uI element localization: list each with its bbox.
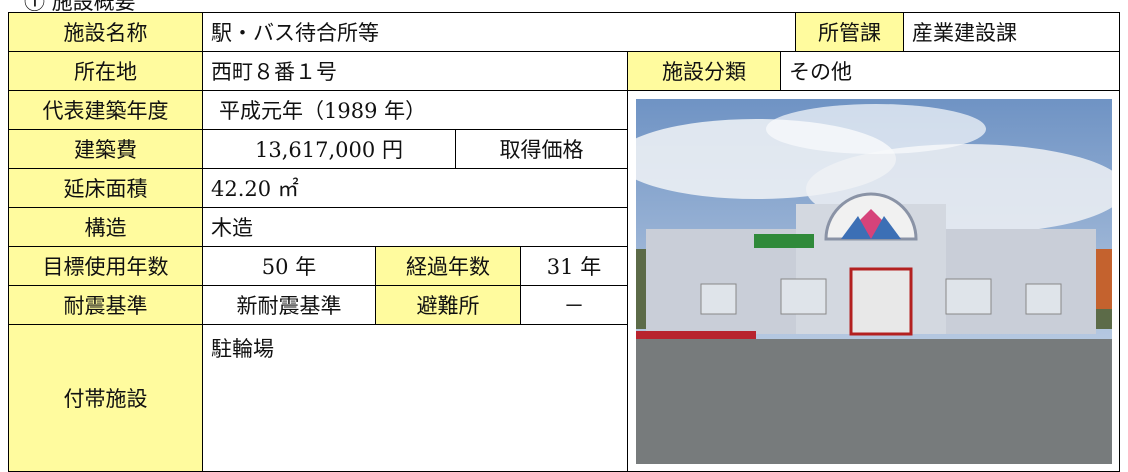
label-cell: 代表建築年度 xyxy=(9,91,203,130)
value-cell: 西町８番１号 xyxy=(203,52,628,91)
label-cell: 建築費 xyxy=(9,130,203,169)
label-cell: 付帯施設 xyxy=(9,325,203,472)
label-cell: 経過年数 xyxy=(376,247,521,286)
label-cell: 所在地 xyxy=(9,52,203,91)
label-cell: 延床面積 xyxy=(9,169,203,208)
label-cell: 避難所 xyxy=(376,286,521,325)
label-cell: 構造 xyxy=(9,208,203,247)
value-cell: 駅・バス待合所等 xyxy=(203,13,796,52)
value-cell: その他 xyxy=(781,52,1120,91)
facility-table: 施設名称 駅・バス待合所等 所管課 産業建設課 所在地 西町８番１号 施設分類 … xyxy=(8,12,1120,472)
value-cell: 産業建設課 xyxy=(904,13,1120,52)
value-cell: 50 年 xyxy=(203,247,376,286)
value-cell: － xyxy=(521,286,628,325)
label-cell: 取得価格 xyxy=(456,130,628,169)
value-cell: 13,617,000 円 xyxy=(203,130,456,169)
label-cell: 施設分類 xyxy=(628,52,781,91)
value-cell: 31 年 xyxy=(521,247,628,286)
section-header: ① 施設概要 xyxy=(24,0,136,14)
value-cell: 平成元年（1989 年） xyxy=(203,91,628,130)
label-cell: 所管課 xyxy=(796,13,904,52)
label-cell: 施設名称 xyxy=(9,13,203,52)
value-cell: 42.20 ㎡ xyxy=(203,169,628,208)
photo-cell xyxy=(628,91,1120,472)
value-cell: 駐輪場 xyxy=(203,325,628,472)
label-cell: 目標使用年数 xyxy=(9,247,203,286)
value-cell: 木造 xyxy=(203,208,628,247)
station-photo xyxy=(635,98,1112,464)
value-cell: 新耐震基準 xyxy=(203,286,376,325)
label-cell: 耐震基準 xyxy=(9,286,203,325)
